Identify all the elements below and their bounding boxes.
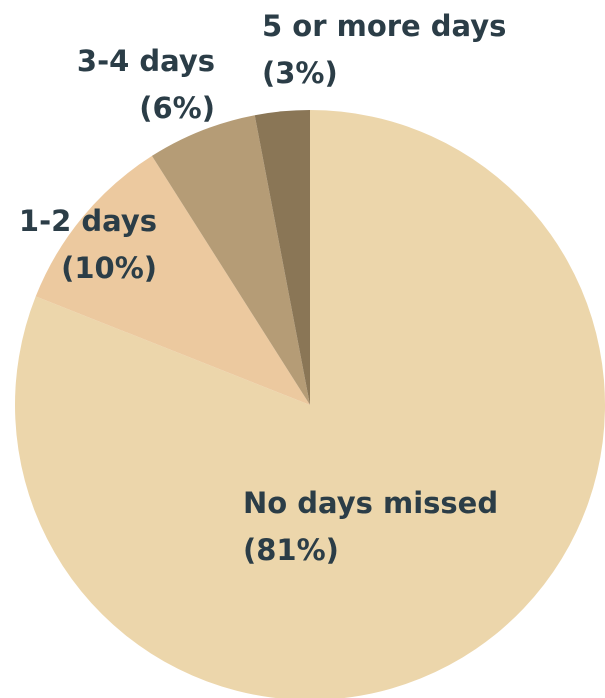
slice-value-label: (81%) [243, 533, 339, 567]
slice-label: 1-2 days [19, 204, 157, 238]
pie-slice [254, 110, 310, 405]
pie-slice [151, 115, 310, 406]
slice-value-label: (3%) [262, 56, 338, 90]
slice-value-label: (10%) [61, 251, 157, 285]
slice-label: 3-4 days [77, 44, 215, 78]
slice-label: 5 or more days [262, 9, 506, 43]
slice-label: No days missed [243, 486, 498, 520]
pie-slice [35, 155, 310, 405]
pie-slice [15, 110, 605, 698]
slice-value-label: (6%) [139, 91, 215, 125]
